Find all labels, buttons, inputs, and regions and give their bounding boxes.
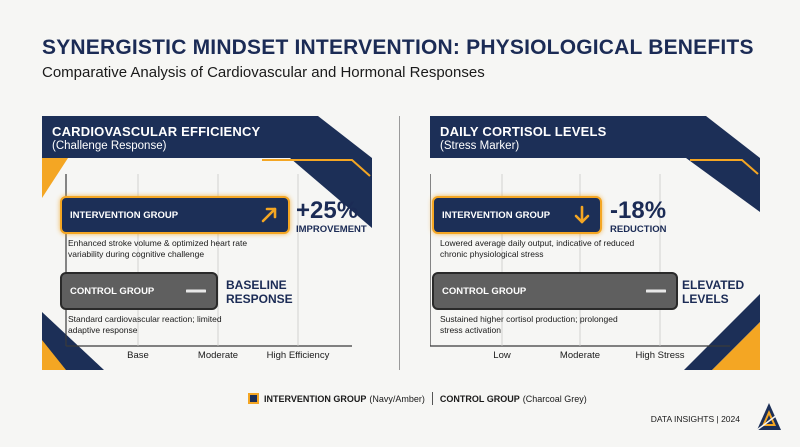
chart-subtitle: (Stress Marker) — [440, 140, 520, 152]
arrow-up-right-icon — [261, 207, 277, 223]
page-subtitle: Comparative Analysis of Cardiovascular a… — [42, 64, 485, 81]
panel-decoration — [430, 116, 760, 370]
chart-title: DAILY CORTISOL LEVELS — [440, 124, 607, 139]
x-tick-label: Low — [493, 350, 511, 361]
x-tick-label: Moderate — [197, 350, 239, 361]
intervention-bar: INTERVENTION GROUP — [432, 196, 602, 234]
cortisol-chart-panel: DAILY CORTISOL LEVELS (Stress Marker) IN… — [430, 116, 760, 370]
control-bar-label: CONTROL GROUP — [442, 285, 527, 297]
intervention-value: -18% — [610, 197, 667, 224]
intervention-bar-label: INTERVENTION GROUP — [70, 209, 179, 221]
footer-text: DATA INSIGHTS | 2024 — [650, 414, 740, 424]
chart-subtitle: (Challenge Response) — [52, 140, 167, 152]
x-tick-label: Moderate — [559, 350, 601, 361]
intervention-value-caption: REDUCTION — [610, 224, 667, 235]
control-status: ELEVATED LEVELS — [682, 278, 745, 306]
x-tick-label: High Efficiency — [266, 350, 330, 361]
dash-icon — [646, 289, 666, 293]
x-tick-label: High Stress — [635, 350, 685, 361]
control-description: Sustained higher cortisol production; pr… — [440, 314, 618, 335]
arrow-down-icon — [574, 205, 590, 224]
legend-intervention-note: (Navy/Amber) — [369, 393, 425, 404]
legend: INTERVENTION GROUP (Navy/Amber) CONTROL … — [248, 392, 587, 405]
control-status: BASELINE RESPONSE — [226, 278, 293, 306]
intervention-bar-label: INTERVENTION GROUP — [442, 209, 551, 221]
chart-title: CARDIOVASCULAR EFFICIENCY — [52, 124, 261, 139]
panel-divider — [399, 116, 400, 370]
x-tick-label: Base — [127, 350, 149, 361]
cardiovascular-chart-panel: CARDIOVASCULAR EFFICIENCY (Challenge Res… — [42, 116, 372, 370]
intervention-description: Enhanced stroke volume & optimized heart… — [68, 238, 248, 259]
intervention-value-caption: IMPROVEMENT — [296, 224, 367, 235]
intervention-swatch — [248, 393, 259, 404]
control-bar-label: CONTROL GROUP — [70, 285, 155, 297]
intervention-value: +25% — [296, 197, 359, 224]
legend-control-label: CONTROL GROUP — [439, 393, 520, 404]
intervention-description: Lowered average daily output, indicative… — [440, 238, 635, 259]
legend-intervention-label: INTERVENTION GROUP — [264, 393, 367, 404]
legend-separator — [431, 392, 433, 405]
control-bar: CONTROL GROUP — [60, 272, 218, 310]
brand-logo-icon — [756, 403, 782, 431]
control-description: Standard cardiovascular reaction; limite… — [68, 314, 222, 335]
dash-icon — [186, 289, 206, 293]
control-bar: CONTROL GROUP — [432, 272, 678, 310]
legend-control-note: (Charcoal Grey) — [522, 393, 587, 404]
page-title: SYNERGISTIC MINDSET INTERVENTION: PHYSIO… — [42, 36, 754, 59]
intervention-bar: INTERVENTION GROUP — [60, 196, 290, 234]
